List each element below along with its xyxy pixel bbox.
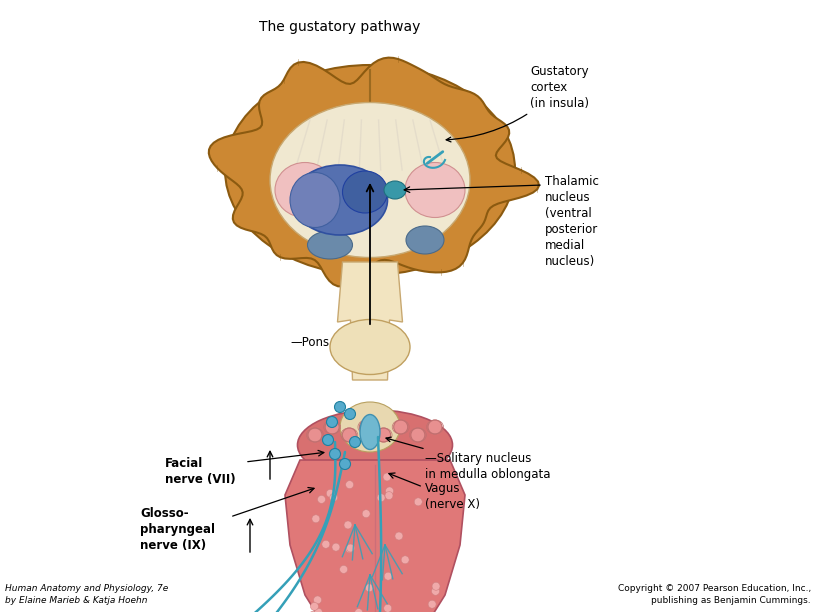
Circle shape bbox=[428, 600, 436, 608]
Circle shape bbox=[314, 608, 322, 612]
Circle shape bbox=[411, 428, 425, 442]
Polygon shape bbox=[338, 262, 402, 380]
Ellipse shape bbox=[290, 173, 340, 228]
Ellipse shape bbox=[340, 402, 400, 452]
Circle shape bbox=[385, 487, 393, 495]
Circle shape bbox=[385, 491, 393, 499]
Circle shape bbox=[376, 428, 391, 442]
Circle shape bbox=[344, 521, 352, 529]
Circle shape bbox=[325, 420, 339, 434]
Ellipse shape bbox=[270, 102, 470, 258]
Circle shape bbox=[428, 420, 442, 434]
Text: Facial
nerve (VII): Facial nerve (VII) bbox=[165, 457, 236, 486]
Polygon shape bbox=[285, 460, 465, 612]
Circle shape bbox=[322, 540, 330, 548]
Circle shape bbox=[384, 604, 392, 612]
Ellipse shape bbox=[406, 226, 444, 254]
Circle shape bbox=[330, 493, 338, 501]
Ellipse shape bbox=[405, 163, 465, 217]
Text: Thalamic
nucleus
(ventral
posterior
medial
nucleus): Thalamic nucleus (ventral posterior medi… bbox=[545, 175, 599, 268]
Text: —Solitary nucleus
in medulla oblongata: —Solitary nucleus in medulla oblongata bbox=[386, 437, 551, 481]
Circle shape bbox=[342, 428, 357, 442]
Ellipse shape bbox=[298, 410, 453, 480]
Circle shape bbox=[345, 545, 353, 553]
Circle shape bbox=[339, 565, 348, 573]
Ellipse shape bbox=[343, 171, 388, 213]
Circle shape bbox=[432, 582, 440, 590]
Text: The gustatory pathway: The gustatory pathway bbox=[259, 20, 421, 34]
Circle shape bbox=[346, 480, 353, 488]
Ellipse shape bbox=[275, 163, 335, 217]
Circle shape bbox=[432, 588, 440, 595]
Text: —Pons: —Pons bbox=[290, 335, 329, 348]
Circle shape bbox=[359, 420, 374, 434]
Ellipse shape bbox=[384, 181, 406, 199]
Circle shape bbox=[322, 435, 334, 446]
Ellipse shape bbox=[225, 65, 515, 275]
Circle shape bbox=[395, 532, 403, 540]
Circle shape bbox=[349, 436, 361, 447]
Circle shape bbox=[310, 602, 318, 610]
Circle shape bbox=[366, 584, 373, 592]
Circle shape bbox=[384, 572, 392, 580]
Circle shape bbox=[377, 494, 385, 502]
Circle shape bbox=[344, 408, 356, 419]
Circle shape bbox=[332, 543, 340, 551]
Circle shape bbox=[326, 490, 335, 498]
Circle shape bbox=[313, 596, 322, 604]
Circle shape bbox=[339, 458, 351, 469]
Circle shape bbox=[362, 510, 370, 518]
Circle shape bbox=[308, 428, 322, 442]
Ellipse shape bbox=[330, 319, 410, 375]
Circle shape bbox=[317, 495, 326, 504]
Ellipse shape bbox=[308, 231, 353, 259]
Polygon shape bbox=[209, 58, 539, 286]
Circle shape bbox=[355, 608, 362, 612]
Circle shape bbox=[401, 556, 409, 564]
Ellipse shape bbox=[360, 414, 380, 449]
Circle shape bbox=[330, 449, 340, 460]
FancyArrowPatch shape bbox=[428, 152, 443, 163]
Text: Human Anatomy and Physiology, 7e
by Elaine Marieb & Katja Hoehn: Human Anatomy and Physiology, 7e by Elai… bbox=[5, 584, 168, 605]
Circle shape bbox=[312, 515, 320, 523]
Circle shape bbox=[347, 544, 354, 552]
Text: Copyright © 2007 Pearson Education, Inc.,
publishing as Benjamin Cummings.: Copyright © 2007 Pearson Education, Inc.… bbox=[618, 584, 811, 605]
Text: Glosso-
pharyngeal
nerve (IX): Glosso- pharyngeal nerve (IX) bbox=[140, 507, 215, 552]
Ellipse shape bbox=[292, 165, 388, 235]
Circle shape bbox=[335, 401, 345, 412]
Text: Vagus
(nerve X): Vagus (nerve X) bbox=[425, 482, 480, 511]
Text: Gustatory
cortex
(in insula): Gustatory cortex (in insula) bbox=[446, 65, 589, 142]
Circle shape bbox=[415, 498, 422, 506]
Circle shape bbox=[326, 417, 338, 428]
Circle shape bbox=[393, 420, 408, 434]
Circle shape bbox=[383, 473, 391, 481]
